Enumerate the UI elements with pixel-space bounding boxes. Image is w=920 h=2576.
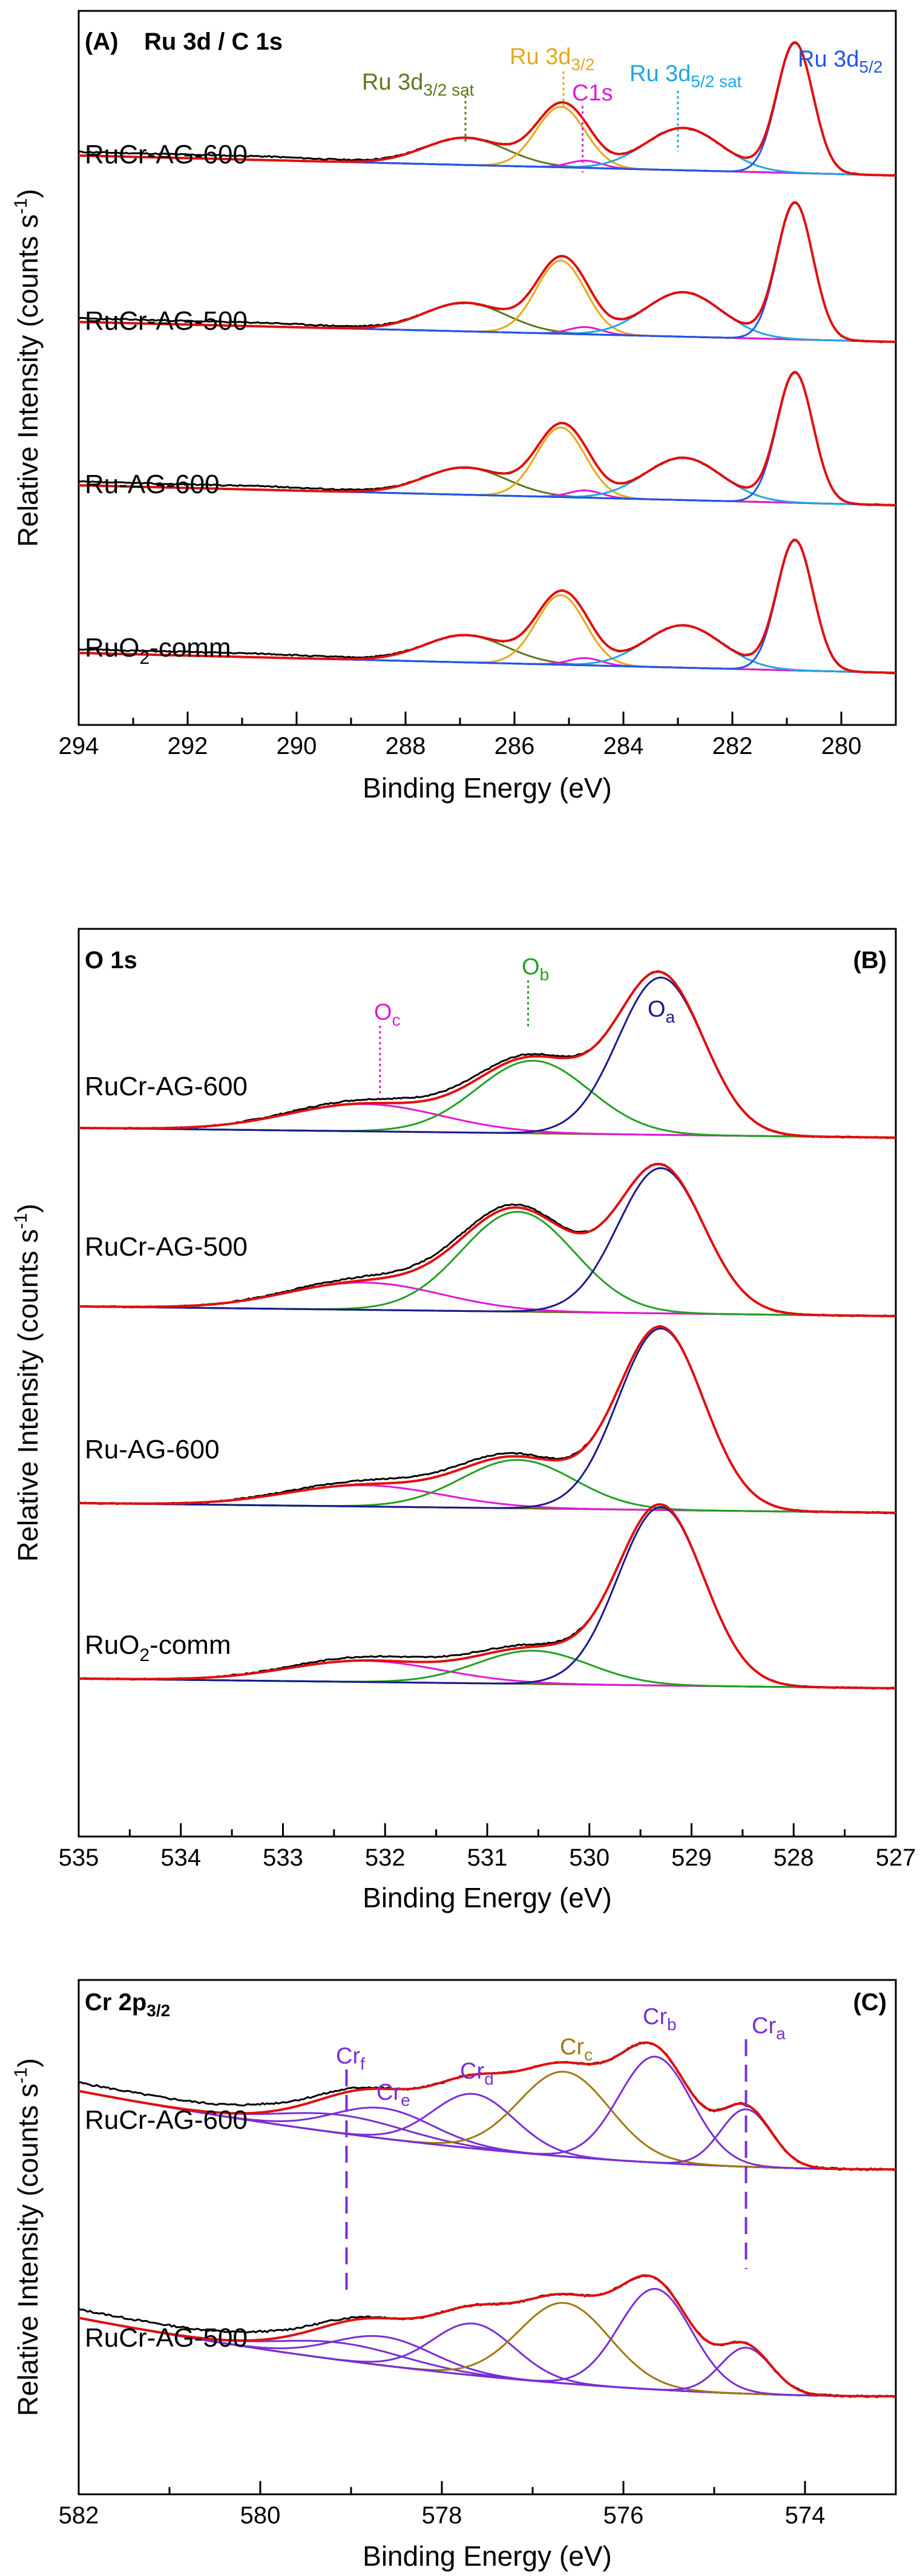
- panel-c-x-label: Binding Energy (eV): [363, 2540, 612, 2572]
- panel-a-sample-1: RuCr-AG-600: [85, 140, 248, 169]
- x-tick-label: 290: [277, 733, 317, 759]
- x-tick-label: 582: [59, 2502, 99, 2529]
- panel-b-x-label: Binding Energy (eV): [363, 1882, 612, 1913]
- fit-envelope: [78, 2041, 896, 2171]
- panel-a-title: Ru 3d / C 1s: [144, 28, 283, 55]
- raw-spectrum: [78, 1325, 896, 1515]
- x-tick-label: 533: [263, 1844, 303, 1871]
- panel-b-frame: [77, 928, 897, 1838]
- component-peak: [79, 1211, 896, 1317]
- fit-envelope: [78, 2274, 896, 2397]
- raw-spectrum: [78, 1503, 896, 1690]
- x-tick-label: 578: [422, 2502, 462, 2529]
- panel-c-frame: [77, 1979, 897, 2496]
- panel-a-plot-area: [78, 41, 896, 675]
- panel-b-title: O 1s: [85, 947, 137, 974]
- panel-a-sample-3: Ru-AG-600: [85, 470, 220, 499]
- component-peak: [79, 1328, 896, 1514]
- x-tick-label: 529: [671, 1844, 712, 1871]
- x-tick-label: 527: [876, 1844, 916, 1871]
- panel-c-ann-crf: Crf: [336, 2043, 365, 2073]
- fit-envelope: [79, 1503, 896, 1689]
- raw-spectrum: [78, 970, 896, 1139]
- x-tick-label: 576: [603, 2502, 644, 2529]
- x-tick-label: 532: [365, 1844, 406, 1871]
- panel-c-x-axis: 582 580 578 576 574: [59, 2481, 826, 2529]
- panel-c-title: Cr 2p3/2: [85, 1989, 170, 2020]
- x-tick-label: 535: [59, 1844, 99, 1871]
- panel-a-label: (A): [85, 28, 119, 55]
- fit-envelope: [79, 1325, 896, 1514]
- panel-b-sample-3: Ru-AG-600: [85, 1435, 220, 1464]
- fit-envelope: [79, 970, 896, 1139]
- panel-a-frame: [77, 10, 897, 726]
- panel-a-ann-c1s: C1s: [572, 80, 613, 106]
- panel-b-sample-4: RuO2-comm: [85, 1630, 231, 1665]
- panel-c-ann-crb: Crb: [643, 2004, 677, 2034]
- panel-a-ann-ru3d52: Ru 3d5/2: [798, 47, 882, 76]
- panel-a-ann-ru3d32: Ru 3d3/2: [510, 44, 594, 74]
- panel-c-plot-area: [78, 2039, 896, 2398]
- x-tick-label: 286: [494, 733, 535, 759]
- x-tick-label: 574: [785, 2502, 826, 2529]
- panel-b-y-label: Relative Intensity (counts s-1): [11, 1204, 44, 1562]
- panel-a-sample-2: RuCr-AG-500: [85, 306, 248, 336]
- panel-c-ann-crd: Crd: [460, 2059, 494, 2088]
- x-tick-label: 282: [712, 733, 753, 759]
- panel-a-x-axis: 294 292 290 288 286 284 282 280: [59, 712, 862, 759]
- panel-c-sample-1: RuCr-AG-600: [85, 2105, 248, 2135]
- panel-b: 535 534 533 532 531 530 529 528 527 O 1s (B) RuC…: [11, 928, 916, 1913]
- panel-c-label: (C): [853, 1989, 887, 2016]
- panel-b-ann-oa: Oa: [648, 997, 675, 1026]
- fit-envelope: [78, 41, 896, 177]
- panel-c-ann-crc: Crc: [560, 2034, 593, 2064]
- panel-c: 582 580 578 576 574 Cr 2p3/2 (C) RuCr-AG-600…: [11, 1979, 897, 2572]
- x-tick-label: 294: [59, 733, 99, 759]
- panel-b-ann-ob: Ob: [522, 954, 549, 984]
- panel-b-ann-oc: Oc: [374, 1000, 401, 1029]
- panel-a-x-label: Binding Energy (eV): [363, 772, 612, 804]
- fit-envelope: [79, 1162, 896, 1317]
- x-tick-label: 530: [569, 1844, 610, 1871]
- x-tick-label: 280: [821, 733, 862, 759]
- panel-b-label: (B): [853, 947, 887, 974]
- panel-c-sample-2: RuCr-AG-500: [85, 2323, 248, 2353]
- x-tick-label: 580: [240, 2502, 281, 2529]
- panel-a-y-label: Relative Intensity (counts s-1): [11, 189, 44, 547]
- panel-a-sample-4: RuO2-comm: [85, 633, 231, 668]
- x-tick-label: 531: [467, 1844, 508, 1871]
- fit-envelope: [78, 371, 896, 506]
- x-tick-label: 528: [774, 1844, 814, 1871]
- fit-envelope: [78, 539, 896, 674]
- panel-b-plot-area: [78, 970, 896, 1690]
- panel-a-ann-ru3d32-sat: Ru 3d3/2 sat: [362, 70, 475, 99]
- panel-c-y-label: Relative Intensity (counts s-1): [11, 2058, 44, 2416]
- panel-b-sample-1: RuCr-AG-600: [85, 1072, 248, 1101]
- panel-a: 294 292 290 288 286 284 282 280 (A) Ru 3d / C 1…: [11, 10, 897, 804]
- panel-a-ann-ru3d52-sat: Ru 3d5/2 sat: [629, 61, 742, 91]
- panel-c-ann-cre: Cre: [376, 2080, 410, 2109]
- component-peak: [79, 1506, 896, 1689]
- fit-envelope: [78, 201, 896, 343]
- component-peak: [79, 977, 896, 1139]
- x-tick-label: 534: [160, 1844, 201, 1871]
- x-tick-label: 292: [168, 733, 208, 759]
- panel-b-x-axis: 535 534 533 532 531 530 529 528 527: [59, 1823, 916, 1871]
- panel-b-sample-2: RuCr-AG-500: [85, 1232, 248, 1262]
- x-tick-label: 288: [386, 733, 426, 759]
- x-tick-label: 284: [603, 733, 644, 759]
- panel-c-ann-cra: Cra: [752, 2013, 786, 2043]
